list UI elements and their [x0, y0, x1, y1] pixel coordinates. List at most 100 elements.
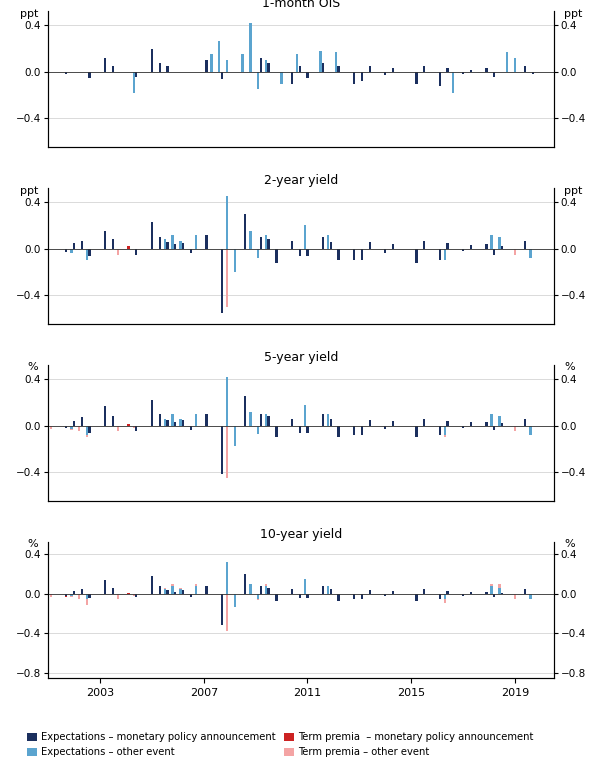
Bar: [205, 243, 208, 249]
Bar: [304, 581, 306, 594]
Bar: [112, 66, 114, 72]
Bar: [234, 426, 236, 437]
Bar: [291, 591, 293, 594]
Bar: [249, 243, 252, 249]
Bar: [65, 72, 67, 74]
Bar: [501, 247, 503, 249]
Bar: [104, 416, 107, 426]
Bar: [135, 594, 137, 597]
Bar: [158, 414, 161, 426]
Bar: [244, 574, 246, 594]
Bar: [164, 588, 166, 594]
Bar: [275, 249, 278, 254]
Bar: [234, 249, 236, 272]
Bar: [322, 585, 324, 594]
Bar: [179, 241, 182, 249]
Y-axis label: ppt: ppt: [20, 185, 38, 195]
Bar: [319, 51, 321, 72]
Bar: [384, 249, 386, 250]
Bar: [104, 406, 107, 426]
Bar: [174, 244, 176, 249]
Bar: [444, 426, 446, 437]
Bar: [182, 591, 184, 594]
Bar: [249, 411, 252, 426]
Bar: [190, 426, 192, 428]
Bar: [462, 594, 464, 595]
Bar: [439, 426, 441, 430]
Y-axis label: ppt: ppt: [564, 8, 582, 19]
Bar: [327, 585, 329, 594]
Bar: [205, 590, 208, 594]
Bar: [267, 63, 270, 72]
Bar: [423, 418, 426, 426]
Bar: [132, 72, 135, 93]
Bar: [335, 52, 337, 72]
Bar: [470, 70, 472, 72]
Bar: [81, 417, 83, 426]
Bar: [234, 594, 236, 607]
Bar: [73, 422, 75, 426]
Bar: [49, 594, 52, 597]
Bar: [81, 421, 83, 426]
Bar: [73, 591, 75, 594]
Bar: [88, 594, 91, 598]
Bar: [291, 422, 293, 426]
Bar: [164, 240, 166, 249]
Bar: [462, 426, 464, 427]
Bar: [221, 249, 223, 260]
Bar: [166, 247, 169, 249]
Bar: [524, 418, 527, 426]
Bar: [205, 61, 208, 72]
Bar: [291, 241, 293, 249]
Bar: [485, 591, 488, 594]
Bar: [444, 594, 446, 600]
Bar: [117, 594, 119, 600]
Title: 10-year yield: 10-year yield: [260, 528, 342, 541]
Y-axis label: %: %: [28, 539, 38, 549]
Bar: [291, 588, 293, 594]
Bar: [86, 426, 88, 435]
Bar: [135, 249, 137, 254]
Bar: [322, 244, 324, 249]
Bar: [265, 416, 267, 426]
Bar: [257, 594, 259, 600]
Bar: [267, 416, 270, 426]
Bar: [244, 587, 246, 594]
Bar: [164, 418, 166, 426]
Bar: [330, 424, 332, 426]
Title: 2-year yield: 2-year yield: [264, 174, 338, 187]
Bar: [446, 243, 448, 249]
Bar: [179, 243, 182, 249]
Bar: [104, 237, 107, 249]
Bar: [275, 426, 278, 431]
Bar: [249, 584, 252, 594]
Bar: [514, 58, 516, 72]
Bar: [265, 414, 267, 426]
Bar: [415, 594, 418, 597]
Bar: [174, 593, 176, 594]
Bar: [221, 72, 223, 79]
Bar: [195, 414, 197, 426]
Bar: [493, 594, 495, 595]
Bar: [327, 240, 329, 249]
Bar: [104, 587, 107, 594]
Bar: [86, 426, 88, 437]
Bar: [444, 594, 446, 604]
Bar: [221, 249, 223, 313]
Bar: [267, 421, 270, 426]
Bar: [190, 594, 192, 595]
Bar: [446, 591, 448, 594]
Bar: [361, 72, 363, 81]
Bar: [267, 245, 270, 249]
Bar: [158, 421, 161, 426]
Bar: [491, 585, 493, 594]
Bar: [166, 424, 169, 426]
Bar: [190, 249, 192, 251]
Bar: [501, 424, 503, 426]
Bar: [529, 594, 532, 600]
Bar: [218, 41, 220, 72]
Bar: [174, 247, 176, 249]
Bar: [65, 426, 67, 428]
Bar: [444, 426, 446, 435]
Bar: [112, 243, 114, 249]
